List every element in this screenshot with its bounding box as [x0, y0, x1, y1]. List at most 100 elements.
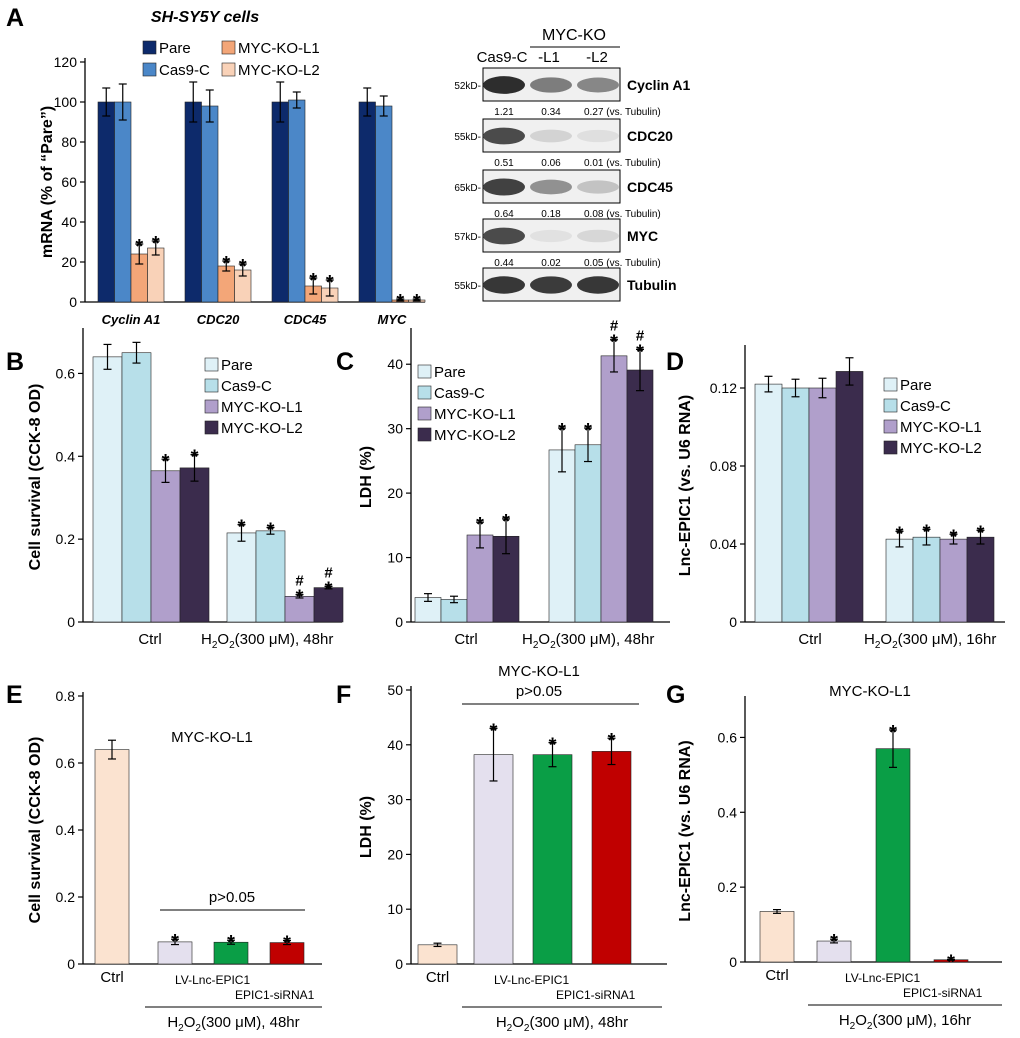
panele-ctrl-label: Ctrl [100, 969, 123, 986]
blot-quant-value: 1.21 [494, 107, 514, 118]
blot-quant-value: 0.44 [494, 258, 514, 269]
blot-band [483, 127, 525, 145]
panelb-ytick-label: 0.6 [56, 365, 76, 381]
panel-c-legend-label: MYC-KO-L1 [434, 406, 516, 423]
panela-y-axis-title: mRNA (% of “Pare”) [39, 106, 56, 258]
panelb-significance-star: * [296, 587, 304, 609]
panela-significance-star: * [413, 291, 421, 313]
panel-c-legend-swatch [417, 427, 432, 442]
panela-significance-star: * [152, 233, 160, 255]
panel-d-legend-swatch [883, 419, 898, 434]
blot-quant-value: 0.34 [541, 107, 561, 118]
panelc-significance-star: * [636, 341, 644, 363]
panelb-ytick-label: 0.4 [56, 448, 76, 464]
panel-b-legend-swatch [204, 420, 219, 435]
panele-ytick-label: 0.6 [56, 755, 76, 771]
paneld-ytick-label: 0 [729, 614, 737, 630]
panela-bar [184, 101, 202, 303]
panela-significance-star: * [326, 272, 334, 294]
panelg-ytick-label: 0.2 [718, 879, 738, 895]
panel-a-legend-swatch [142, 62, 157, 77]
panelc-bar [548, 449, 576, 623]
panelb-significance-star: * [267, 520, 275, 542]
blot-lane-label: -L1 [538, 49, 560, 66]
blot-band [577, 229, 619, 243]
blot-quant-value: 0.64 [494, 209, 514, 220]
blot-lane-label: Cas9-C [477, 49, 528, 66]
panel-d-lnc-epic1-chart: 0 0.04 0.08 0.12 Lnc-EPIC1 (vs. U6 RNA) * * * * P… [677, 345, 1005, 651]
panelc-ytick-label: 30 [387, 421, 403, 437]
panel-a-legend-label: MYC-KO-L1 [238, 40, 320, 57]
blot-band [577, 77, 619, 93]
panelf-ytick-label: 30 [387, 792, 403, 808]
panela-bar [201, 105, 219, 303]
paneld-bar [939, 538, 968, 623]
panelf-significance-star: * [490, 720, 498, 742]
panelf-ytick-label: 20 [387, 846, 403, 862]
panelf-ytick-label: 40 [387, 737, 403, 753]
paneld-significance-star: * [977, 522, 985, 544]
blot-band [530, 229, 572, 243]
blot-quant-value: 0.51 [494, 158, 514, 169]
panelg-treatment-label: H2O2(300 μM), 16hr [839, 1012, 971, 1032]
panelb-ytick-label: 0.2 [56, 531, 76, 547]
blot-quant-value: 0.08 (vs. Tubulin) [584, 209, 661, 220]
panelc-significance-star: * [476, 514, 484, 536]
panela-ytick-label: 20 [61, 254, 77, 270]
panel-d-legend-label: MYC-KO-L1 [900, 419, 982, 436]
panelb-bar [150, 470, 181, 623]
blot-kd-marker: 57kD- [454, 232, 481, 243]
panel-d-legend-label: MYC-KO-L2 [900, 440, 982, 457]
panela-bar [288, 99, 306, 303]
panel-c-legend-swatch [417, 385, 432, 400]
panel-c-legend-label: Pare [434, 364, 466, 381]
panela-bar [271, 101, 289, 303]
panelg-ytick-label: 0 [729, 954, 737, 970]
paneld-significance-star: * [896, 523, 904, 545]
panel-a-legend-swatch [142, 40, 157, 55]
panelb-bar [313, 587, 344, 623]
panele-treatment-label: H2O2(300 μM), 48hr [167, 1014, 299, 1034]
panelg-ytick-label: 0.4 [718, 804, 738, 820]
panele-ytick-label: 0.8 [56, 688, 76, 704]
panela-significance-star: * [309, 270, 317, 292]
panela-ytick-label: 40 [61, 214, 77, 230]
panel-d-legend-label: Cas9-C [900, 398, 951, 415]
panela-bar [358, 101, 376, 303]
panela-bar [375, 105, 393, 303]
paneld-ytick-label: 0.08 [710, 458, 737, 474]
panelf-bar [532, 754, 573, 965]
blot-quant-value: 0.05 (vs. Tubulin) [584, 258, 661, 269]
paneld-bar [966, 536, 995, 623]
panelf-ytick-label: 0 [395, 956, 403, 972]
panela-significance-star: * [396, 291, 404, 313]
panelc-significance-star: * [610, 332, 618, 354]
panela-ytick-label: 100 [54, 94, 78, 110]
panel-c-legend-label: Cas9-C [434, 385, 485, 402]
panel-b-legend-swatch [204, 378, 219, 393]
panelf-y-axis-title: LDH (%) [358, 796, 375, 858]
panele-significance-star: * [227, 932, 235, 954]
panel-f-ldh-chart: 0 10 20 30 40 50 LDH (%) * * * MYC-KO-L1 Ctrl LV-Lnc… [358, 663, 667, 1034]
panele-sirna-label: EPIC1-siRNA1 [235, 988, 315, 1002]
blot-band [483, 276, 525, 294]
panel-b-group-label: Ctrl [138, 631, 161, 648]
blot-protein-label: Tubulin [627, 277, 677, 293]
panela-ytick-label: 80 [61, 134, 77, 150]
panelf-bar [473, 754, 514, 965]
panel-a-western-blot: MYC-KO Cas9-C -L1 -L2 52kD- Cyclin A1 1.21 0.34… [454, 27, 690, 302]
panelb-significance-star: * [191, 447, 199, 469]
panel-b-legend-label: Cas9-C [221, 378, 272, 395]
panela-ytick-label: 120 [54, 54, 78, 70]
panelc-significance-hash: # [610, 318, 619, 335]
paneld-significance-star: * [950, 526, 958, 548]
panelg-bar [875, 748, 911, 963]
panel-a-category-label: CDC45 [284, 312, 327, 327]
panel-b-legend-label: MYC-KO-L1 [221, 399, 303, 416]
blot-protein-label: CDC45 [627, 179, 673, 195]
panelg-ctrl-label: Ctrl [765, 967, 788, 984]
panelb-bar [255, 530, 286, 623]
panel-b-group-label: H2O2(300 μM), 48hr [201, 631, 333, 651]
panelc-ytick-label: 0 [395, 614, 403, 630]
